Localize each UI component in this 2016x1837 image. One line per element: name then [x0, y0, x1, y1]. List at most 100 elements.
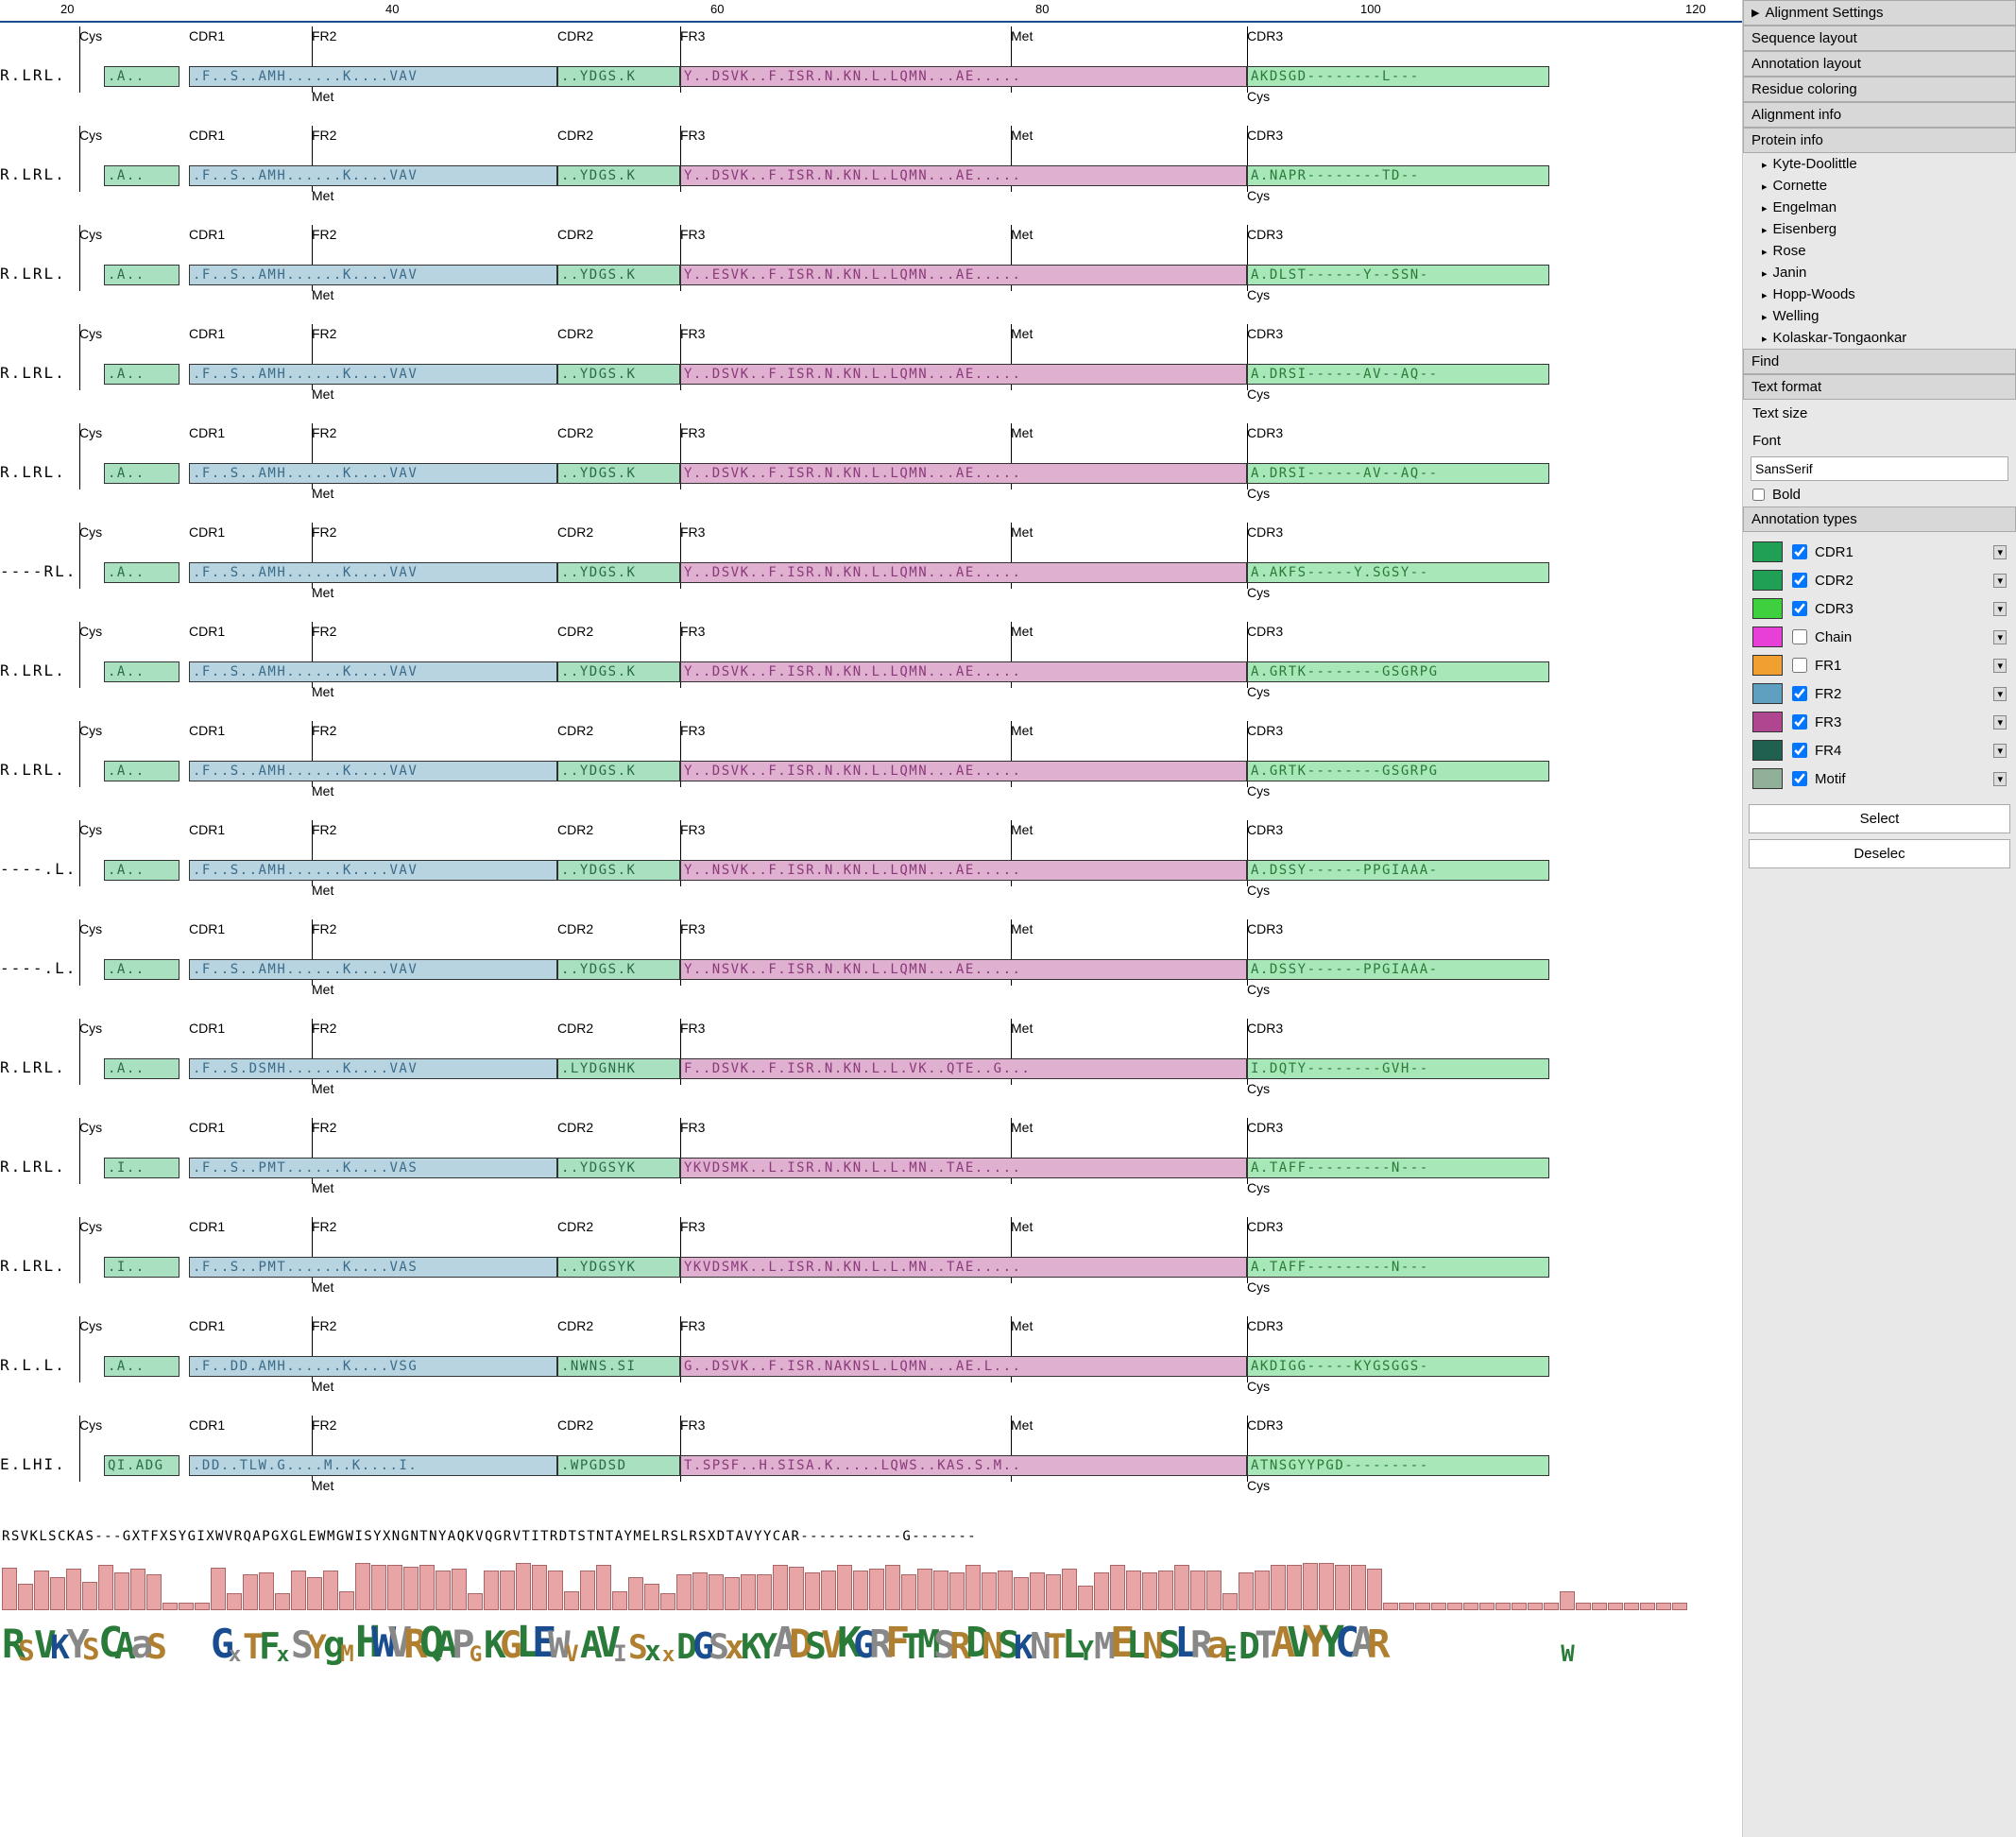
cdr1-region[interactable]: .A.. — [104, 761, 179, 781]
cdr1-region[interactable]: .A.. — [104, 265, 179, 285]
fr2-region[interactable]: .DD..TLW.G....M..K....I. — [189, 1455, 557, 1476]
cdr3-region[interactable]: AKDIGG-----KYGSGGS- — [1247, 1356, 1549, 1377]
cdr3-region[interactable]: A.DSSY------PPGIAAA- — [1247, 860, 1549, 881]
fr3-region[interactable]: Y..NSVK..F.ISR.N.KN.L.LQMN...AE..... — [680, 860, 1247, 881]
fr3-region[interactable]: Y..NSVK..F.ISR.N.KN.L.LQMN...AE..... — [680, 959, 1247, 980]
bold-checkbox[interactable] — [1752, 489, 1765, 501]
protein-scale-eisenberg[interactable]: ▸Eisenberg — [1743, 218, 2016, 240]
protein-scale-janin[interactable]: ▸Janin — [1743, 262, 2016, 283]
annotation-checkbox[interactable] — [1792, 629, 1807, 644]
fr2-region[interactable]: .F..S.DSMH......K....VAV — [189, 1058, 557, 1079]
cdr3-region[interactable]: A.TAFF---------N--- — [1247, 1257, 1549, 1278]
cdr1-region[interactable]: .I.. — [104, 1257, 179, 1278]
fr2-region[interactable]: .F..S..PMT......K....VAS — [189, 1257, 557, 1278]
find-section[interactable]: Find — [1743, 349, 2016, 374]
cdr1-region[interactable]: .A.. — [104, 959, 179, 980]
cdr1-region[interactable]: .A.. — [104, 860, 179, 881]
fr3-region[interactable]: Y..DSVK..F.ISR.N.KN.L.LQMN...AE..... — [680, 165, 1247, 186]
cdr2-region[interactable]: ..YDGS.K — [557, 265, 680, 285]
cdr2-region[interactable]: .WPGDSD — [557, 1455, 680, 1476]
fr3-region[interactable]: Y..DSVK..F.ISR.N.KN.L.LQMN...AE..... — [680, 364, 1247, 385]
text-format-section[interactable]: Text format — [1743, 374, 2016, 400]
cdr1-region[interactable]: .A.. — [104, 1356, 179, 1377]
cdr3-region[interactable]: A.DSSY------PPGIAAA- — [1247, 959, 1549, 980]
cdr2-region[interactable]: ..YDGS.K — [557, 562, 680, 583]
dropdown-icon[interactable]: ▾ — [1993, 574, 2007, 588]
panel-section-alignment-info[interactable]: Alignment info — [1743, 102, 2016, 128]
annotation-checkbox[interactable] — [1792, 601, 1807, 616]
cdr1-region[interactable]: .A.. — [104, 463, 179, 484]
cdr3-region[interactable]: A.DRSI------AV--AQ-- — [1247, 364, 1549, 385]
panel-section-residue-coloring[interactable]: Residue coloring — [1743, 77, 2016, 102]
panel-section-sequence-layout[interactable]: Sequence layout — [1743, 26, 2016, 51]
cdr1-region[interactable]: .A.. — [104, 1058, 179, 1079]
fr2-region[interactable]: .F..S..PMT......K....VAS — [189, 1158, 557, 1178]
annotation-checkbox[interactable] — [1792, 714, 1807, 730]
cdr1-region[interactable]: .A.. — [104, 165, 179, 186]
fr3-region[interactable]: YKVDSMK..L.ISR.N.KN.L.L.MN..TAE..... — [680, 1257, 1247, 1278]
dropdown-icon[interactable]: ▾ — [1993, 659, 2007, 673]
fr2-region[interactable]: .F..S..AMH......K....VAV — [189, 265, 557, 285]
cdr3-region[interactable]: I.DQTY--------GVH-- — [1247, 1058, 1549, 1079]
cdr2-region[interactable]: ..YDGS.K — [557, 364, 680, 385]
cdr3-region[interactable]: A.DRSI------AV--AQ-- — [1247, 463, 1549, 484]
fr3-region[interactable]: Y..DSVK..F.ISR.N.KN.L.LQMN...AE..... — [680, 66, 1247, 87]
cdr2-region[interactable]: ..YDGS.K — [557, 860, 680, 881]
fr3-region[interactable]: Y..ESVK..F.ISR.N.KN.L.LQMN...AE..... — [680, 265, 1247, 285]
fr3-region[interactable]: G..DSVK..F.ISR.NAKNSL.LQMN...AE.L... — [680, 1356, 1247, 1377]
cdr2-region[interactable]: ..YDGSYK — [557, 1158, 680, 1178]
cdr2-region[interactable]: ..YDGS.K — [557, 463, 680, 484]
dropdown-icon[interactable]: ▾ — [1993, 630, 2007, 644]
cdr2-region[interactable]: ..YDGSYK — [557, 1257, 680, 1278]
cdr2-region[interactable]: ..YDGS.K — [557, 661, 680, 682]
fr3-region[interactable]: Y..DSVK..F.ISR.N.KN.L.LQMN...AE..... — [680, 661, 1247, 682]
fr2-region[interactable]: .F..S..AMH......K....VAV — [189, 66, 557, 87]
alignment-settings-header[interactable]: ▶ Alignment Settings — [1743, 0, 2016, 26]
cdr1-region[interactable]: .I.. — [104, 1158, 179, 1178]
dropdown-icon[interactable]: ▾ — [1993, 772, 2007, 786]
fr2-region[interactable]: .F..S..AMH......K....VAV — [189, 165, 557, 186]
annotation-checkbox[interactable] — [1792, 686, 1807, 701]
protein-scale-engelman[interactable]: ▸Engelman — [1743, 197, 2016, 218]
fr3-region[interactable]: YKVDSMK..L.ISR.N.KN.L.L.MN..TAE..... — [680, 1158, 1247, 1178]
annotation-checkbox[interactable] — [1792, 573, 1807, 588]
cdr3-region[interactable]: ATNSGYYPGD--------- — [1247, 1455, 1549, 1476]
fr2-region[interactable]: .F..S..AMH......K....VAV — [189, 860, 557, 881]
cdr2-region[interactable]: .NWNS.SI — [557, 1356, 680, 1377]
cdr2-region[interactable]: .LYDGNHK — [557, 1058, 680, 1079]
fr2-region[interactable]: .F..S..AMH......K....VAV — [189, 761, 557, 781]
fr2-region[interactable]: .F..S..AMH......K....VAV — [189, 364, 557, 385]
fr3-region[interactable]: T.SPSF..H.SISA.K.....LQWS..KAS.S.M.. — [680, 1455, 1247, 1476]
protein-scale-welling[interactable]: ▸Welling — [1743, 305, 2016, 327]
cdr2-region[interactable]: ..YDGS.K — [557, 165, 680, 186]
dropdown-icon[interactable]: ▾ — [1993, 687, 2007, 701]
fr3-region[interactable]: Y..DSVK..F.ISR.N.KN.L.LQMN...AE..... — [680, 761, 1247, 781]
cdr2-region[interactable]: ..YDGS.K — [557, 959, 680, 980]
cdr3-region[interactable]: A.NAPR--------TD-- — [1247, 165, 1549, 186]
annotation-checkbox[interactable] — [1792, 771, 1807, 786]
fr2-region[interactable]: .F..S..AMH......K....VAV — [189, 562, 557, 583]
protein-scale-kolaskar-tongaonkar[interactable]: ▸Kolaskar-Tongaonkar — [1743, 327, 2016, 349]
panel-section-protein-info[interactable]: Protein info — [1743, 128, 2016, 153]
cdr1-region[interactable]: QI.ADG — [104, 1455, 179, 1476]
dropdown-icon[interactable]: ▾ — [1993, 602, 2007, 616]
cdr3-region[interactable]: AKDSGD--------L--- — [1247, 66, 1549, 87]
cdr3-region[interactable]: A.DLST------Y--SSN- — [1247, 265, 1549, 285]
cdr3-region[interactable]: A.AKFS-----Y.SGSY-- — [1247, 562, 1549, 583]
annotation-types-header[interactable]: Annotation types — [1743, 506, 2016, 532]
deselect-all-button[interactable]: Deselec — [1749, 839, 2010, 868]
fr3-region[interactable]: F..DSVK..F.ISR.N.KN.L.L.VK..QTE..G... — [680, 1058, 1247, 1079]
protein-scale-kyte-doolittle[interactable]: ▸Kyte-Doolittle — [1743, 153, 2016, 175]
fr2-region[interactable]: .F..S..AMH......K....VAV — [189, 463, 557, 484]
cdr1-region[interactable]: .A.. — [104, 661, 179, 682]
fr3-region[interactable]: Y..DSVK..F.ISR.N.KN.L.LQMN...AE..... — [680, 463, 1247, 484]
cdr2-region[interactable]: ..YDGS.K — [557, 66, 680, 87]
protein-scale-cornette[interactable]: ▸Cornette — [1743, 175, 2016, 197]
cdr3-region[interactable]: A.GRTK--------GSGRPG — [1247, 661, 1549, 682]
panel-section-annotation-layout[interactable]: Annotation layout — [1743, 51, 2016, 77]
protein-scale-hopp-woods[interactable]: ▸Hopp-Woods — [1743, 283, 2016, 305]
fr2-region[interactable]: .F..S..AMH......K....VAV — [189, 959, 557, 980]
dropdown-icon[interactable]: ▾ — [1993, 545, 2007, 559]
fr2-region[interactable]: .F..DD.AMH......K....VSG — [189, 1356, 557, 1377]
cdr2-region[interactable]: ..YDGS.K — [557, 761, 680, 781]
